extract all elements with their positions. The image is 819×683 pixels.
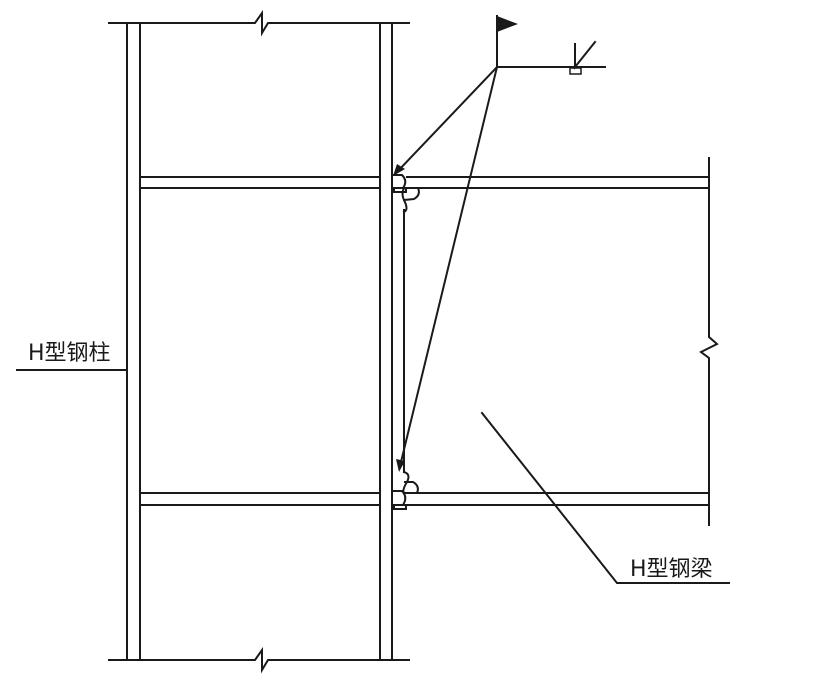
top-backing-bar (393, 187, 407, 193)
bottom-weld-access-hole (402, 470, 419, 495)
top-flange-groove-weld (391, 174, 407, 189)
backing-plate-icon (569, 67, 582, 75)
weld-symbol (395, 15, 606, 468)
bottom-flange-groove-weld (391, 490, 407, 506)
bottom-leader-arrowhead (396, 459, 405, 472)
column-top-stiffener (139, 176, 381, 189)
beam-right-break-line (699, 157, 719, 526)
h-steel-beam (391, 157, 719, 526)
bevel-groove-icon (574, 40, 597, 70)
bottom-backing-bar (393, 504, 407, 510)
column-bottom-stiffener (139, 492, 381, 506)
column-label: H型钢柱 (28, 341, 111, 366)
h-steel-column (108, 9, 410, 674)
beam-label: H型钢梁 (630, 557, 713, 582)
column-top-break-line (108, 9, 410, 37)
beam-label-leader (480, 411, 730, 584)
flag-icon (497, 16, 518, 32)
column-bottom-break-line (108, 646, 410, 674)
weld-leader-bottom (398, 65, 499, 468)
top-leader-arrowhead (393, 164, 405, 176)
weld-leader-top (395, 65, 499, 174)
